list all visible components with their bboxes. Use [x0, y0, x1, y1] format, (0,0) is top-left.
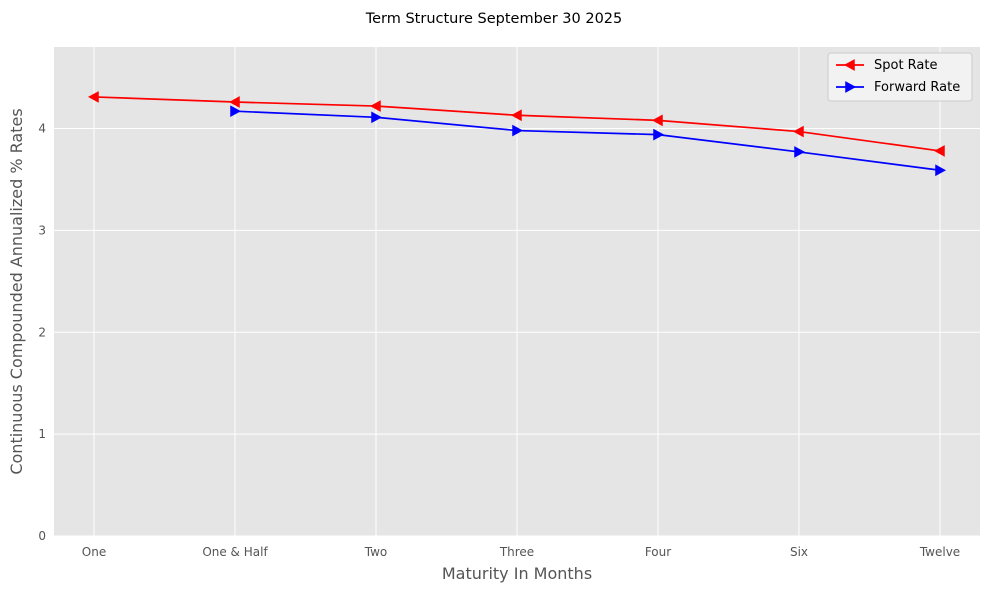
y-tick-label: 4 — [38, 122, 46, 136]
data-point — [87, 91, 99, 103]
legend-item: Forward Rate — [836, 80, 960, 95]
data-point — [230, 105, 242, 118]
legend-label: Forward Rate — [874, 80, 960, 95]
data-point — [794, 146, 806, 158]
x-tick-label: One & Half — [202, 545, 268, 559]
data-point — [228, 96, 240, 108]
data-point — [653, 128, 665, 141]
data-point — [510, 109, 522, 122]
data-point — [935, 164, 947, 177]
data-point — [371, 111, 383, 124]
x-tick-label: One — [82, 545, 106, 559]
data-point — [933, 145, 945, 157]
x-tick-label: Two — [364, 545, 388, 559]
series-forward-rate — [230, 105, 947, 177]
legend-item: Spot Rate — [836, 58, 938, 73]
chart-title: Term Structure September 30 2025 — [365, 11, 623, 27]
y-tick-label: 0 — [38, 529, 46, 543]
series-line — [234, 110, 941, 172]
y-axis-label: Continuous Compounded Annualized % Rates — [7, 108, 26, 474]
x-tick-label: Three — [499, 545, 534, 559]
y-tick-labels: 0 1 2 3 4 — [38, 122, 46, 544]
data-point — [651, 114, 663, 127]
x-tick-label: Six — [790, 545, 808, 559]
x-axis-label: Maturity In Months — [442, 564, 592, 583]
data-point — [512, 124, 524, 137]
y-tick-label: 3 — [38, 223, 46, 237]
legend-marker — [843, 59, 855, 71]
y-tick-label: 1 — [38, 427, 46, 441]
y-tick-label: 2 — [38, 325, 46, 339]
data-point — [792, 125, 804, 138]
data-point — [369, 100, 381, 112]
x-tick-label: Four — [645, 545, 671, 559]
legend-label: Spot Rate — [874, 58, 938, 73]
legend: Spot Rate Forward Rate — [827, 52, 973, 102]
x-tick-labels: One One & Half Two Three Four Six Twelve — [82, 545, 960, 559]
series-lines — [87, 91, 947, 177]
x-tick-label: Twelve — [919, 545, 960, 559]
series-spot-rate — [87, 91, 945, 157]
legend-marker — [845, 81, 857, 93]
